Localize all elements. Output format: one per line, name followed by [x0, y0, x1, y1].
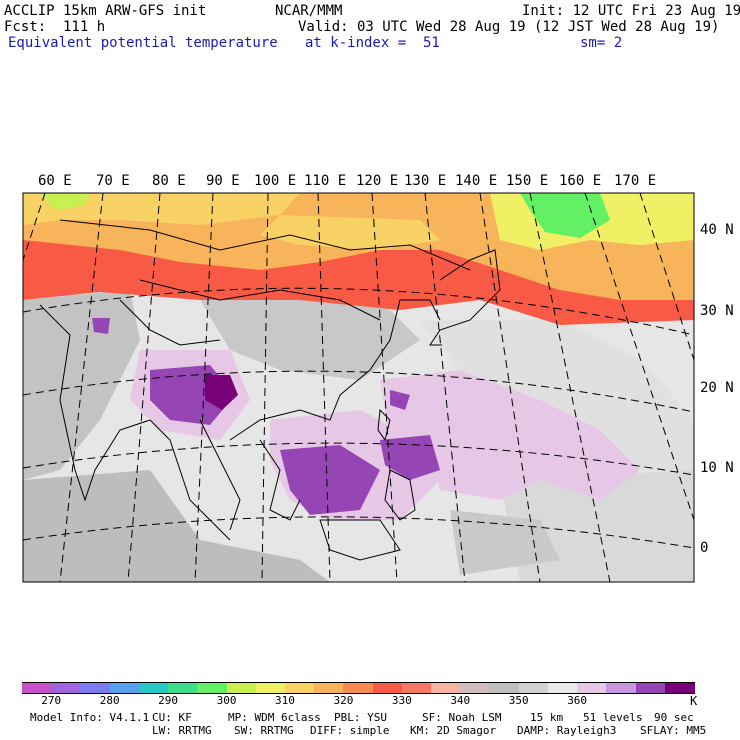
longwave-scheme: LW: RRTMG: [152, 724, 212, 737]
valid-time: Valid: 03 UTC Wed 28 Aug 19 (12 JST Wed …: [298, 19, 720, 35]
microphysics-scheme: MP: WDM 6class: [228, 711, 321, 724]
colorbar-swatch: [460, 682, 491, 694]
colorbar-swatch: [22, 682, 52, 694]
colorbar-tick-label: 330: [391, 694, 412, 707]
map-frame: [22, 192, 695, 583]
colorbar-tick-label: 320: [333, 694, 354, 707]
colorbar-swatch: [372, 682, 403, 694]
lon-label: 60 E: [38, 173, 72, 189]
surface-layer-scheme: SFLAY: MM5: [640, 724, 707, 737]
colorbar-tick-label: 310: [275, 694, 295, 707]
shortwave-scheme: SW: RRTMG: [234, 724, 294, 737]
lon-label: 70 E: [96, 173, 130, 189]
colorbar-swatch: [606, 682, 637, 694]
colorbar-swatch: [138, 682, 169, 694]
colorbar-swatch: [226, 682, 257, 694]
lon-label: 100 E: [254, 173, 297, 189]
diffusion-scheme: DIFF: simple: [310, 724, 390, 737]
lon-label: 110 E: [304, 173, 347, 189]
colorbar-swatch: [284, 682, 315, 694]
colorbar-tick-label: 300: [216, 694, 237, 707]
graticule: [23, 193, 694, 582]
colorbar-tick-label: 270: [41, 694, 62, 707]
model-title: ACCLIP 15km ARW-GFS init: [4, 3, 207, 19]
colorbar-tick-label: 340: [450, 694, 471, 707]
colorbar-swatch: [664, 682, 695, 694]
lon-label: 140 E: [455, 173, 498, 189]
lon-label: 120 E: [356, 173, 399, 189]
coastlines: [39, 219, 501, 561]
damping-scheme: DAMP: Rayleigh3: [517, 724, 617, 737]
field-name: Equivalent potential temperature: [8, 35, 278, 51]
lon-label: 90 E: [206, 173, 240, 189]
colorbar-swatch: [314, 682, 344, 694]
km-scheme: KM: 2D Smagor: [410, 724, 497, 737]
lat-label: 10 N: [700, 460, 734, 476]
lon-label: 80 E: [152, 173, 186, 189]
colorbar-swatch: [80, 682, 111, 694]
time-step: 90 sec: [654, 711, 694, 724]
colorbar-swatch: [168, 682, 198, 694]
lon-label: 160 E: [559, 173, 602, 189]
smoothing-label: sm= 2: [580, 35, 623, 51]
colorbar-tick-label: 360: [567, 694, 588, 707]
colorbar-swatch: [255, 682, 286, 694]
lat-label: 30 N: [700, 303, 734, 319]
colorbar-unit: K: [690, 694, 698, 708]
colorbar-swatch: [343, 682, 374, 694]
lat-label: 0: [700, 540, 709, 556]
colorbar-swatch: [431, 682, 461, 694]
resolution: 15 km: [530, 711, 564, 724]
map-field: [23, 193, 694, 582]
center-label: NCAR/MMM: [275, 3, 343, 19]
lat-label: 20 N: [700, 380, 734, 396]
pbl-scheme: PBL: YSU: [334, 711, 387, 724]
colorbar-tick-label: 280: [99, 694, 120, 707]
lon-label: 170 E: [614, 173, 657, 189]
surface-scheme: SF: Noah LSM: [422, 711, 502, 724]
colorbar-swatch: [635, 682, 666, 694]
colorbar-swatch: [577, 682, 607, 694]
colorbar-swatch: [547, 682, 578, 694]
init-time: Init: 12 UTC Fri 23 Aug 19: [522, 3, 740, 19]
colorbar-swatch: [518, 682, 549, 694]
model-info: Model Info: V4.1.1: [30, 711, 150, 724]
level-label: at k-index = 51: [305, 35, 440, 51]
colorbar-swatch: [197, 682, 228, 694]
colorbar-tick-label: 290: [158, 694, 179, 707]
vertical-levels: 51 levels: [583, 711, 643, 724]
colorbar-swatch: [51, 682, 82, 694]
colorbar-swatch: [401, 682, 432, 694]
lon-label: 150 E: [506, 173, 549, 189]
lat-label: 40 N: [700, 222, 734, 238]
forecast-hour: Fcst: 111 h: [4, 19, 106, 35]
colorbar-swatch: [109, 682, 140, 694]
colorbar-tick-label: 350: [508, 694, 529, 707]
cumulus-scheme: CU: KF: [152, 711, 192, 724]
colorbar-swatch: [489, 682, 520, 694]
lon-label: 130 E: [404, 173, 447, 189]
